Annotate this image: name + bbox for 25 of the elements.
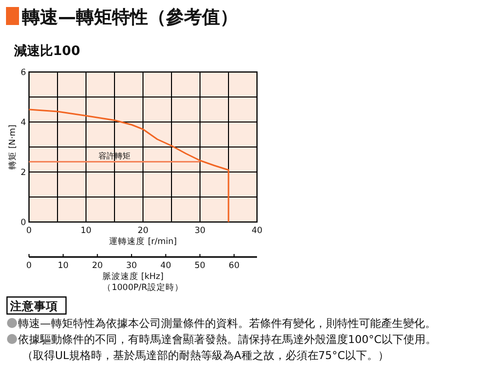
text: 注意事項 bbox=[9, 299, 58, 313]
x-tick-label: 40 bbox=[252, 226, 262, 236]
x-axis-title: 運轉速度 [r/min] bbox=[109, 236, 177, 247]
chart-subtitle: 減速比100 bbox=[13, 44, 80, 59]
x2-tick-label: 50 bbox=[194, 261, 206, 271]
x2-axis-title: 脈波速度 [kHz] bbox=[102, 271, 164, 282]
text: （1000P/R設定時） bbox=[102, 282, 184, 293]
x2-tick-label: 60 bbox=[228, 261, 240, 271]
x-tick-label: 10 bbox=[80, 226, 92, 236]
x2-tick-label: 10 bbox=[58, 261, 69, 271]
y-tick-label: 2 bbox=[20, 168, 26, 178]
y-axis-title: 轉矩 [N·m] bbox=[7, 124, 18, 170]
chart-title: 轉速—轉矩特性（參考值） bbox=[21, 7, 238, 28]
text: （取得UL規格時，基於馬達部的耐熱等級為A種之故，必須在75°C以下。） bbox=[22, 349, 389, 362]
x-tick-label: 30 bbox=[194, 226, 206, 236]
y-tick-label: 6 bbox=[20, 68, 26, 78]
x2-tick-label: 20 bbox=[92, 261, 103, 271]
text: 轉速—轉矩特性為依據本公司測量條件的資料。若條件有變化，則特性可能產生變化。 bbox=[18, 317, 436, 330]
x2-tick-label: 40 bbox=[160, 261, 172, 271]
text: 依據驅動條件的不同，有時馬達會顯著發熱。請保持在馬達外殼溫度100°C以下使用。 bbox=[18, 333, 437, 346]
y-tick-label: 0 bbox=[20, 218, 26, 228]
x-tick-label: 20 bbox=[138, 226, 148, 236]
y-tick-label: 4 bbox=[20, 118, 26, 128]
line-series bbox=[28, 108, 230, 223]
x2-tick-label: 30 bbox=[126, 261, 137, 271]
